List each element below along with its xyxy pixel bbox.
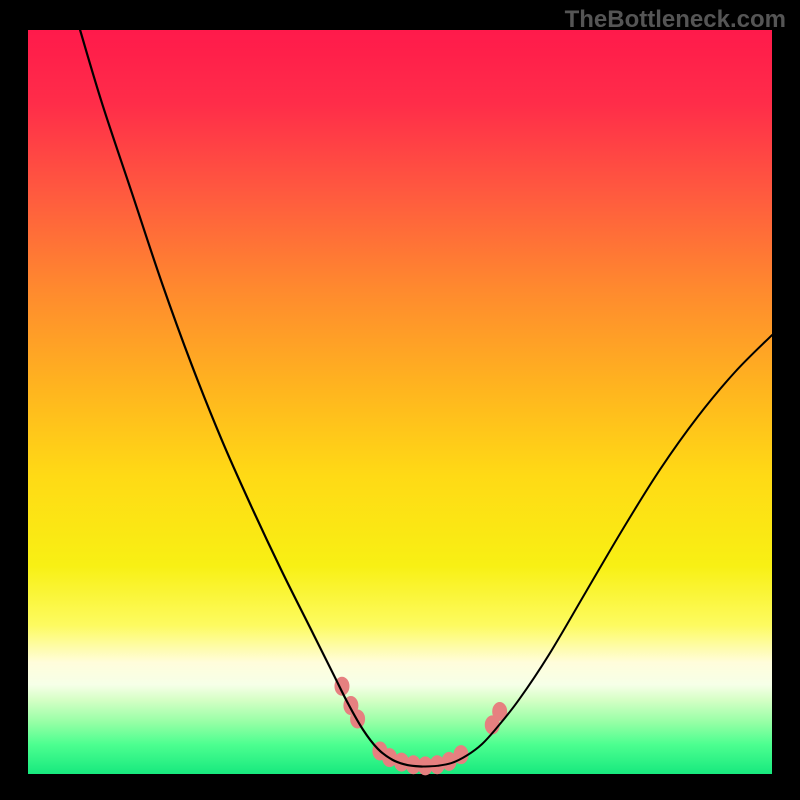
chart-frame: TheBottleneck.com xyxy=(0,0,800,800)
bottleneck-curve-right xyxy=(422,335,772,767)
chart-svg xyxy=(28,30,772,774)
plot-area xyxy=(28,30,772,774)
bottleneck-curve-left xyxy=(80,30,422,767)
watermark-text: TheBottleneck.com xyxy=(565,6,786,34)
